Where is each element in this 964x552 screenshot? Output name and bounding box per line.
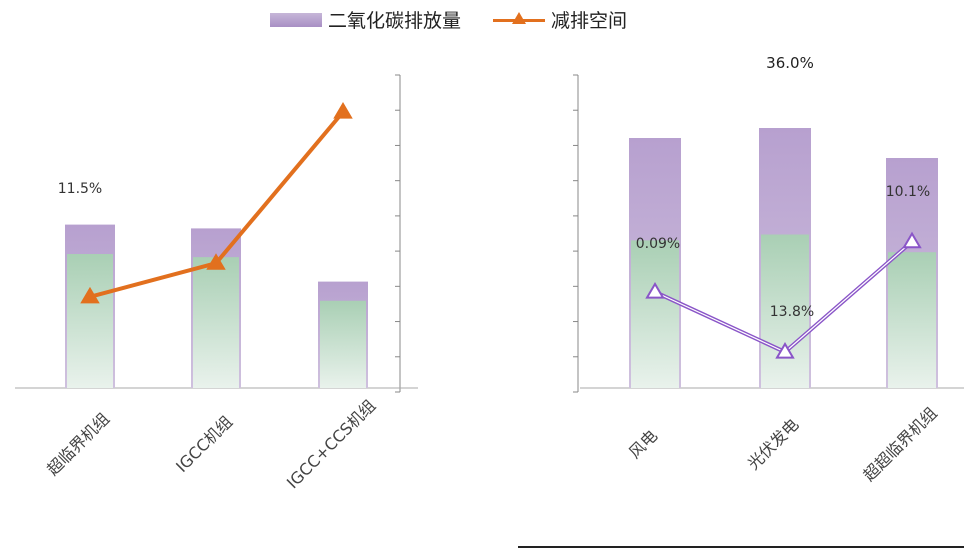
line-marker-triangle	[902, 231, 922, 249]
line-marker-triangle	[80, 286, 100, 304]
legend: 二氧化碳排放量 减排空间	[270, 6, 627, 33]
x-tick-label: IGCC机组	[172, 412, 236, 476]
legend-swatch-bar	[270, 12, 322, 27]
line-marker-triangle	[333, 102, 353, 119]
chart-panel-2: 36.0% 0.09% 13.8% 10.1% 风电 光伏发电 超超临界机组	[573, 54, 964, 485]
legend-label-emissions: 二氧化碳排放量	[328, 10, 462, 32]
bar-emission-front	[320, 300, 366, 388]
bar-emission-front	[193, 257, 239, 388]
bar-emission-front	[888, 252, 936, 388]
x-tick-label: 光伏发电	[744, 415, 803, 474]
bar-emission-front	[631, 240, 679, 388]
line-marker-triangle	[206, 253, 226, 270]
chart-panel-1: 11.5% 超临界机组 IGCC机组 IGCC+CCS机组	[15, 74, 418, 492]
bar-emission-front	[761, 234, 809, 388]
legend-item-reduction: 减排空间	[493, 6, 627, 33]
data-label: 10.1%	[886, 184, 930, 200]
legend-label-reduction: 减排空间	[551, 10, 628, 32]
x-tick-label: 风电	[625, 426, 661, 462]
data-label: 11.5%	[58, 181, 102, 197]
data-label: 36.0%	[766, 54, 814, 72]
bar-emission-front	[67, 254, 113, 388]
data-label: 0.09%	[636, 236, 680, 252]
legend-swatch-line	[493, 11, 546, 28]
line-marker-triangle	[775, 342, 795, 359]
line-marker-triangle	[645, 282, 665, 299]
legend-item-emissions: 二氧化碳排放量	[270, 6, 461, 33]
x-tick-label: IGCC+CCS机组	[283, 396, 379, 492]
x-tick-label: 超超临界机组	[859, 403, 940, 484]
data-label: 13.8%	[770, 304, 814, 320]
x-tick-label: 超临界机组	[43, 409, 113, 479]
